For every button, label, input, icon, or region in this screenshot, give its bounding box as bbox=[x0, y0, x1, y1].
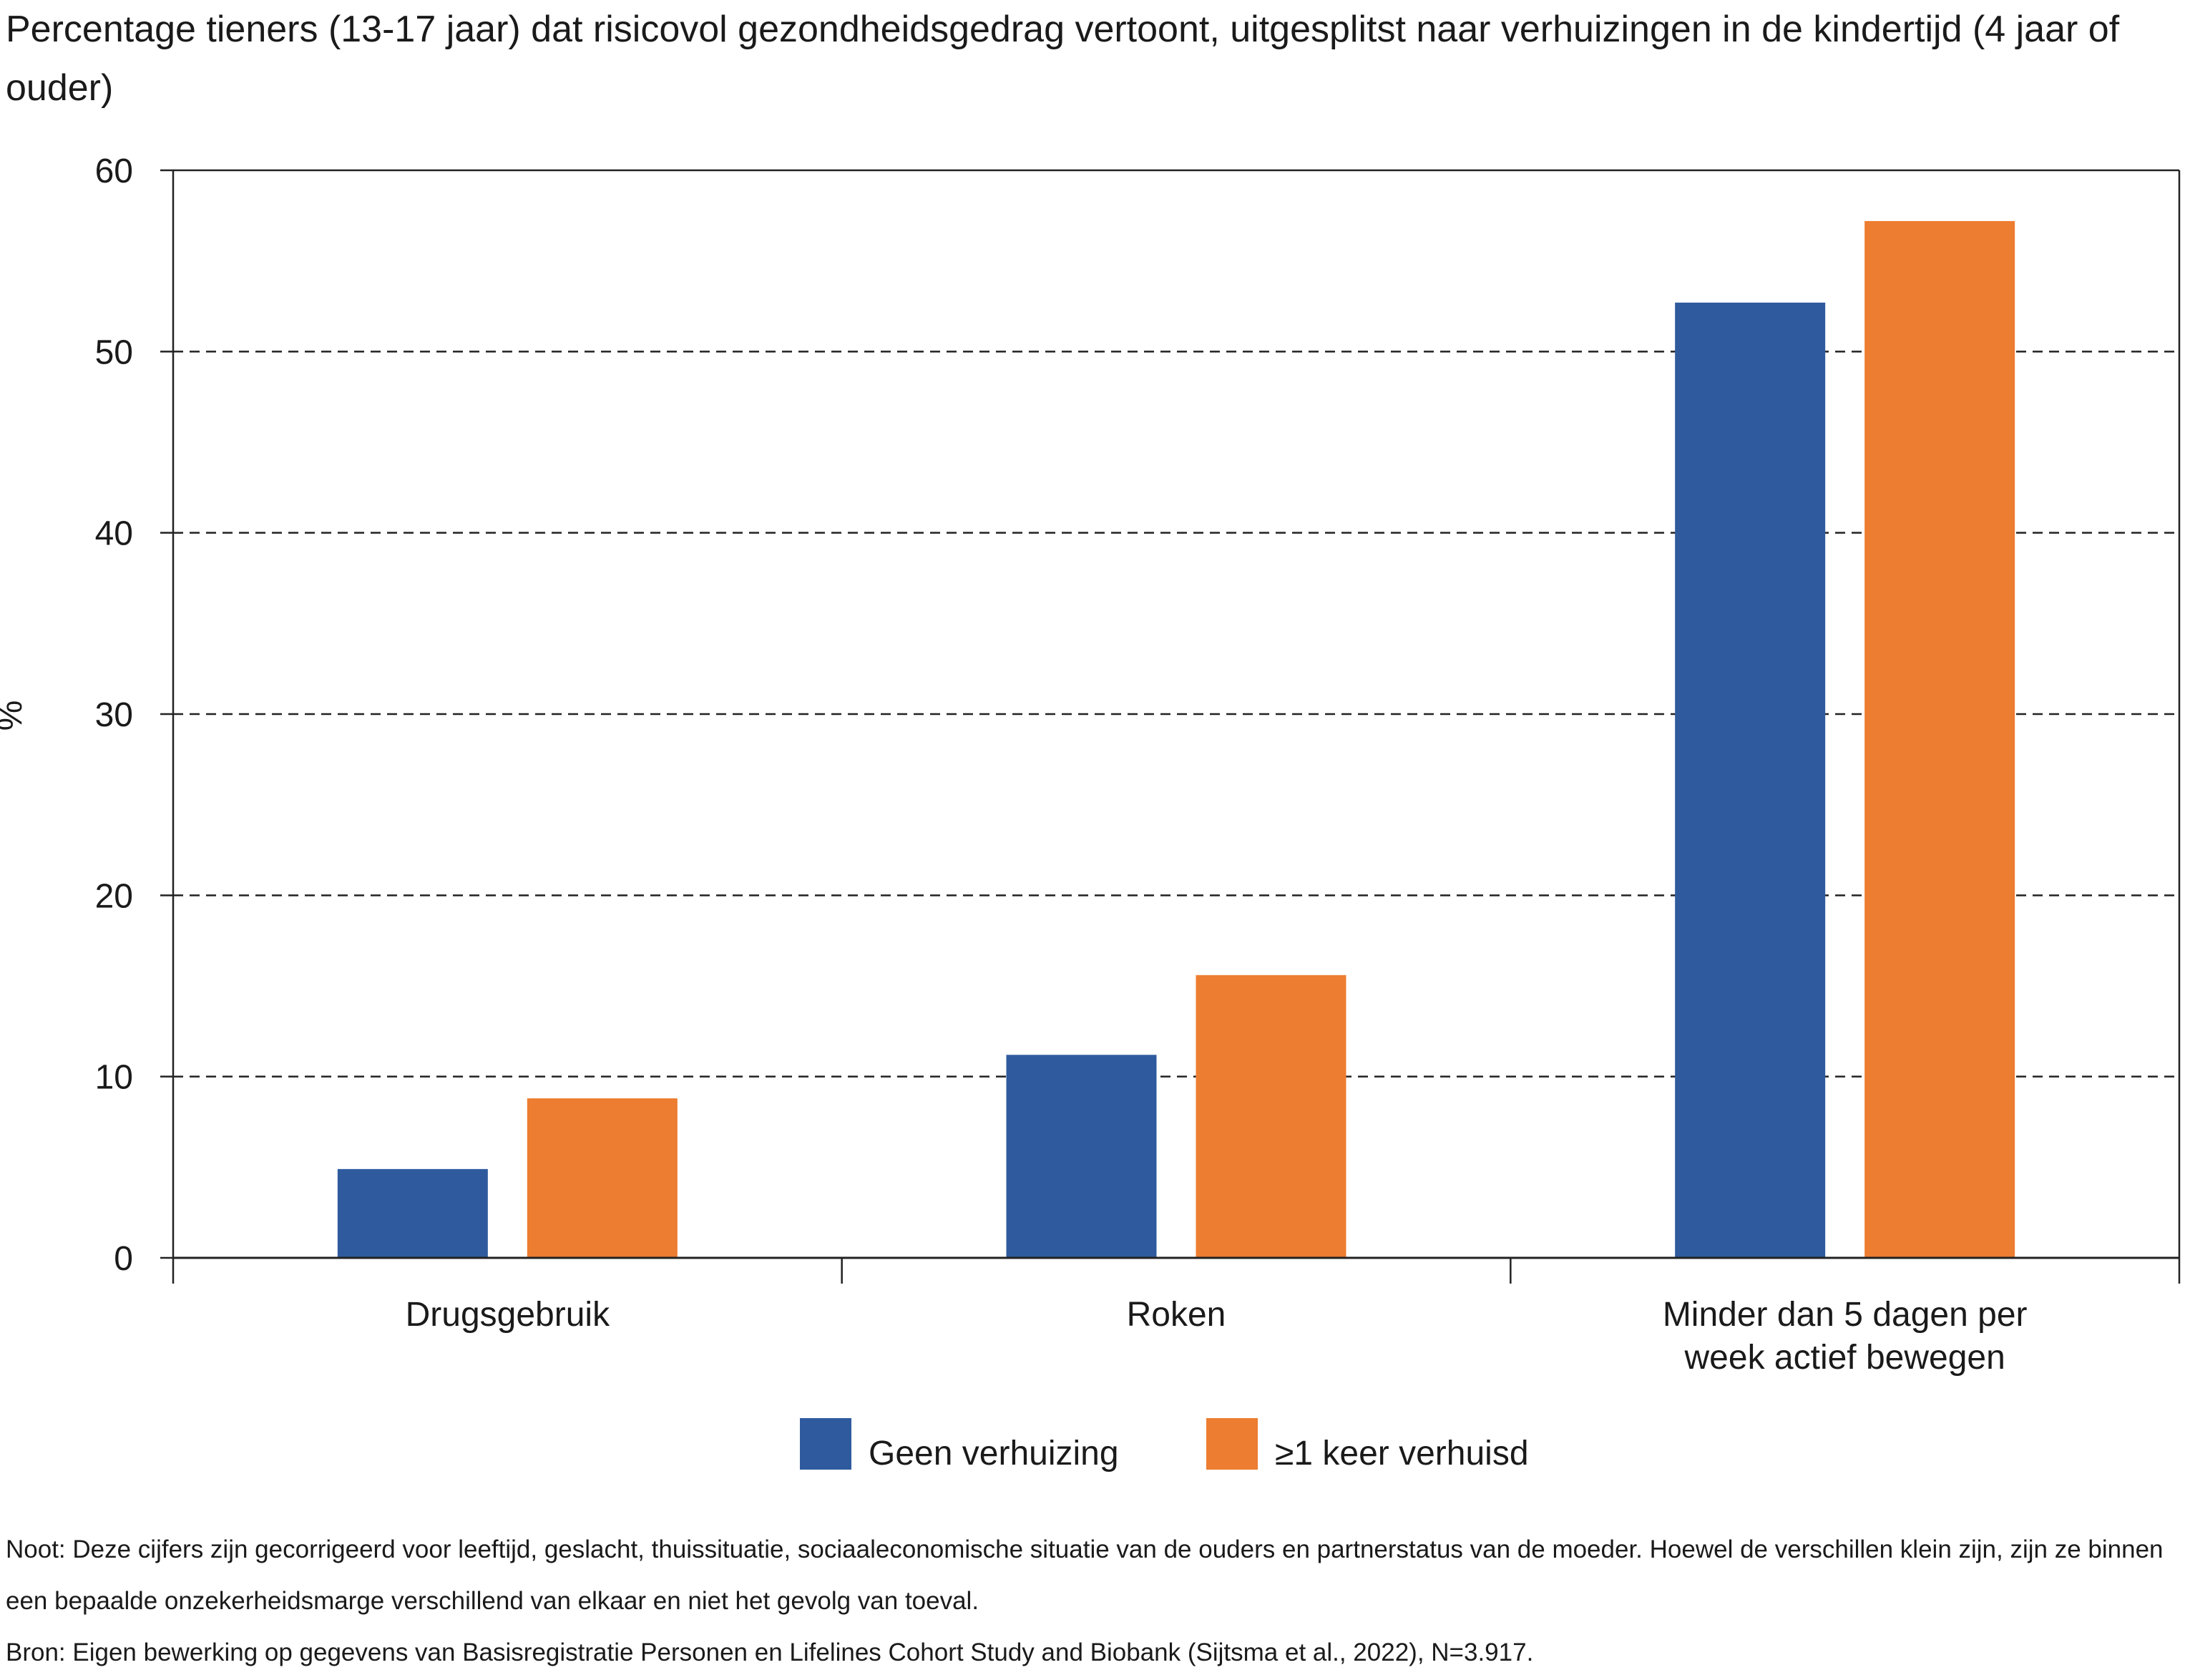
x-category-label: Roken bbox=[1127, 1296, 1226, 1334]
gridlines bbox=[173, 351, 2179, 1078]
legend-item-verhuisd: ≥1 keer verhuisd bbox=[1206, 1408, 1529, 1480]
legend-item-geen-verhuizing: Geen verhuizing bbox=[800, 1408, 1119, 1480]
bars bbox=[337, 220, 2015, 1258]
bar-chart: 0 10 20 30 40 50 60 Drugsgebruik Roken Minder da… bbox=[0, 152, 2181, 1377]
bar-verhuisd bbox=[1196, 975, 1346, 1258]
y-tick-label: 0 bbox=[114, 1240, 133, 1278]
y-tick-label: 60 bbox=[95, 152, 133, 190]
y-tick-label: 50 bbox=[95, 333, 133, 371]
bar-verhuisd bbox=[1864, 220, 2015, 1258]
note-text: Noot: Deze cijfers zijn gecorrigeerd voo… bbox=[6, 1535, 2164, 1615]
legend: Geen verhuizing ≥1 keer verhuisd bbox=[0, 1408, 2185, 1473]
bar-geen-verhuizing bbox=[337, 1168, 488, 1258]
x-category-label: Minder dan 5 dagen per bbox=[1663, 1296, 2028, 1334]
y-tick-label: 10 bbox=[95, 1059, 133, 1097]
legend-swatch-blue bbox=[800, 1418, 851, 1470]
x-category-label: week actief bewegen bbox=[1684, 1339, 2005, 1377]
bar-geen-verhuizing bbox=[1006, 1055, 1157, 1258]
chart-notes: Noot: Deze cijfers zijn gecorrigeerd voo… bbox=[6, 1524, 2181, 1679]
x-category-labels: Drugsgebruik Roken Minder dan 5 dagen per w… bbox=[406, 1296, 2028, 1377]
chart-title: Percentage tieners (13-17 jaar) dat risi… bbox=[6, 9, 2120, 109]
y-tick-label: 30 bbox=[95, 696, 133, 734]
axes bbox=[160, 169, 2181, 1284]
legend-label: Geen verhuizing bbox=[869, 1435, 1119, 1473]
bar-geen-verhuizing bbox=[1675, 302, 1826, 1258]
y-axis-label: % bbox=[0, 700, 29, 731]
x-category-label: Drugsgebruik bbox=[406, 1296, 610, 1334]
y-tick-labels: 0 10 20 30 40 50 60 bbox=[95, 152, 133, 1278]
y-tick-label: 20 bbox=[95, 877, 133, 915]
source-text: Bron: Eigen bewerking op gegevens van Ba… bbox=[6, 1639, 1534, 1666]
bar-verhuisd bbox=[527, 1098, 678, 1258]
y-tick-label: 40 bbox=[95, 515, 133, 553]
legend-swatch-orange bbox=[1206, 1418, 1258, 1470]
legend-label: ≥1 keer verhuisd bbox=[1275, 1435, 1529, 1473]
